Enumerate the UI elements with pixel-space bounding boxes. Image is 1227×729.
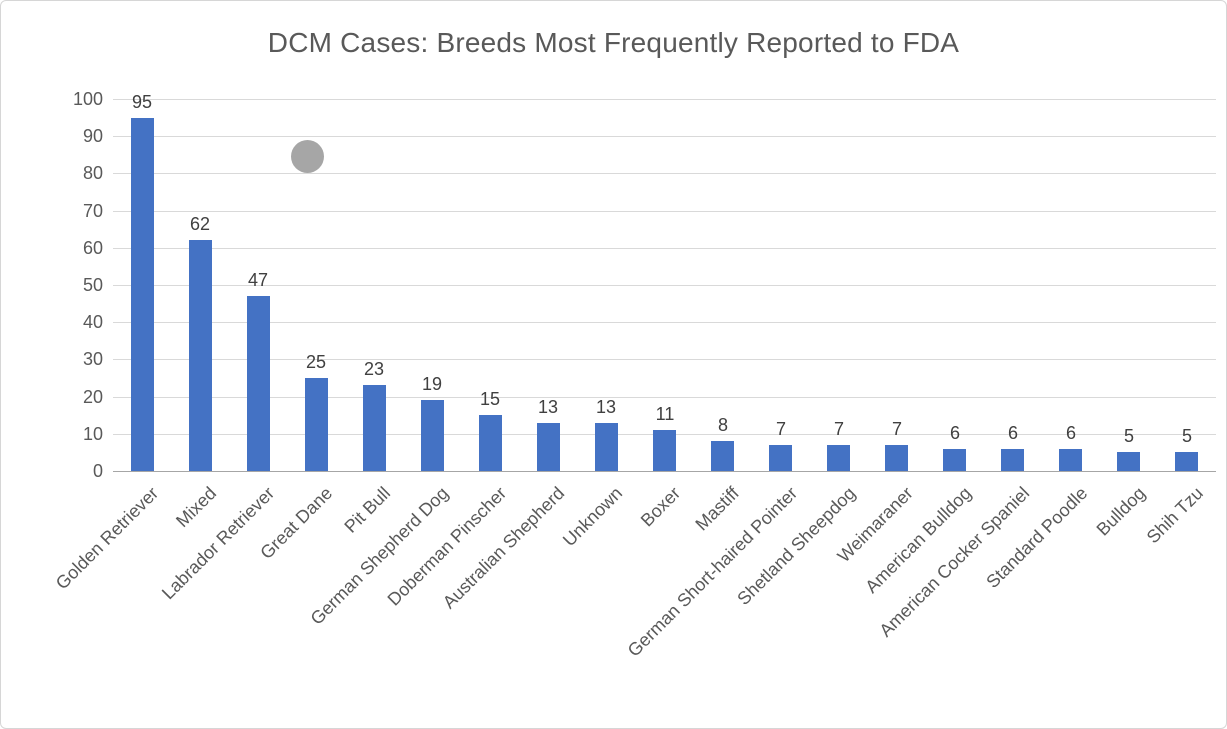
bar [1117, 452, 1140, 471]
x-axis-category-label: Standard Poodle [982, 483, 1092, 592]
gridline [113, 211, 1216, 212]
bar [1059, 449, 1082, 471]
bar [595, 423, 618, 471]
y-axis-tick-label: 60 [82, 238, 103, 258]
bar-value-label: 62 [189, 214, 211, 234]
chart-title: DCM Cases: Breeds Most Frequently Report… [267, 27, 960, 58]
y-axis-tick-label: 100 [72, 89, 103, 109]
bar [479, 415, 502, 471]
y-axis-tick-label: 30 [82, 349, 103, 369]
gridline [113, 359, 1216, 360]
bar-value-label: 6 [1065, 423, 1076, 443]
bar-value-label: 5 [1123, 426, 1134, 446]
gridline [113, 285, 1216, 286]
bar-value-label: 47 [247, 270, 269, 290]
y-axis-tick-label: 10 [82, 424, 103, 444]
x-axis-line [113, 471, 1216, 472]
bar-value-label: 6 [1007, 423, 1018, 443]
x-axis-category-label: Mixed [172, 483, 221, 532]
gridline [113, 136, 1216, 137]
gridline [113, 173, 1216, 174]
y-axis-tick-label: 70 [82, 201, 103, 221]
bar-value-label: 7 [833, 419, 844, 439]
bar [1175, 452, 1198, 471]
bar [537, 423, 560, 471]
x-axis-category-label: Mastiff [691, 483, 744, 535]
y-axis-tick-label: 50 [82, 275, 103, 295]
y-axis-tick-label: 80 [82, 163, 103, 183]
bar [305, 378, 328, 471]
bar [363, 385, 386, 471]
gridline [113, 322, 1216, 323]
bar [943, 449, 966, 471]
bar-value-label: 7 [775, 419, 786, 439]
bar [1001, 449, 1024, 471]
bar [885, 445, 908, 471]
x-axis-category-label: Bulldog [1092, 483, 1150, 540]
bar-value-label: 11 [655, 404, 675, 424]
bar [247, 296, 270, 471]
bar-value-label: 7 [891, 419, 902, 439]
bar-value-label: 19 [421, 374, 443, 394]
bar [827, 445, 850, 471]
x-axis-category-label: Shih Tzu [1142, 483, 1208, 548]
gridline [113, 248, 1216, 249]
bar-value-label: 13 [537, 397, 559, 417]
bar [653, 430, 676, 471]
bar-value-label: 6 [949, 423, 960, 443]
y-axis-tick-label: 20 [82, 387, 103, 407]
bar [131, 118, 154, 471]
bar-value-label: 13 [595, 397, 617, 417]
bar-value-label: 23 [363, 359, 385, 379]
bar-value-label: 15 [479, 389, 501, 409]
bar-value-label: 95 [131, 92, 153, 112]
gridline [113, 99, 1216, 100]
bar-value-label: 8 [717, 415, 728, 435]
y-axis-tick-label: 90 [82, 126, 103, 146]
bar-value-label: 25 [305, 352, 327, 372]
x-axis-category-label: Golden Retriever [51, 483, 163, 594]
gridline [113, 397, 1216, 398]
y-axis-tick-label: 40 [82, 312, 103, 332]
x-axis-category-label: Pit Bull [340, 483, 395, 537]
bar [769, 445, 792, 471]
y-axis-tick-label: 0 [92, 461, 103, 481]
bar-value-label: 5 [1181, 426, 1192, 446]
bar [711, 441, 734, 471]
bar [189, 240, 212, 471]
x-axis-category-label: American Bulldog [861, 483, 976, 597]
x-axis-category-label: Boxer [636, 483, 685, 531]
gray-dot-annotation [291, 140, 324, 173]
bar [421, 400, 444, 471]
x-axis-category-label: Unknown [558, 483, 627, 551]
